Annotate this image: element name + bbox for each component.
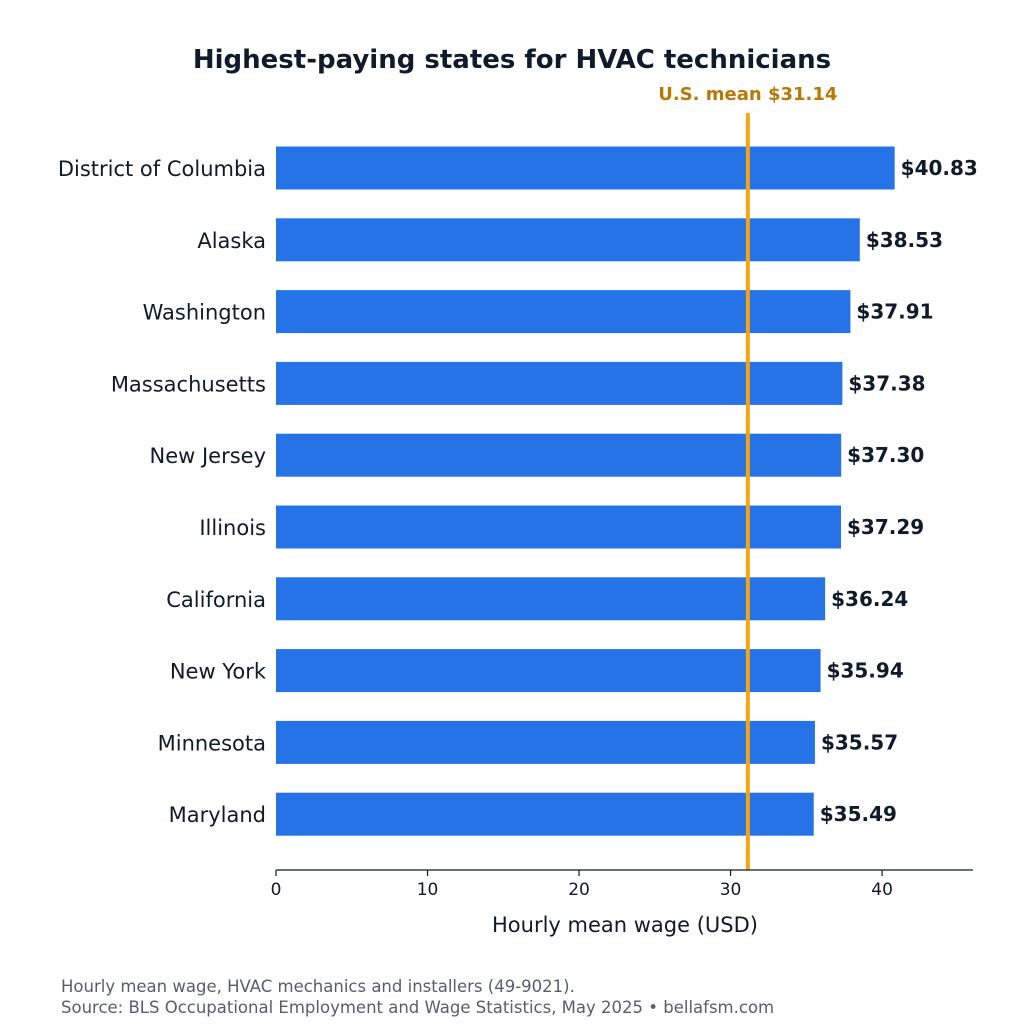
bar: [276, 649, 821, 693]
bar: [276, 433, 842, 477]
bar-value-label: $40.83: [901, 156, 978, 180]
x-tick-label: 30: [720, 880, 742, 900]
bar: [276, 720, 815, 764]
bar-value-label: $36.24: [831, 587, 908, 611]
bars-group: [276, 146, 895, 836]
reference-line-group: U.S. mean $31.14: [658, 84, 837, 870]
footnote-line-1: Hourly mean wage, HVAC mechanics and ins…: [61, 977, 575, 996]
bar-value-label: $37.91: [856, 300, 933, 324]
x-axis: 0 10 20 30 40: [271, 869, 973, 900]
bar: [276, 361, 843, 405]
category-label: District of Columbia: [58, 157, 266, 181]
x-tick-label: 0: [271, 880, 282, 900]
category-label: Washington: [143, 301, 266, 325]
bar: [276, 505, 842, 549]
x-axis-label: Hourly mean wage (USD): [492, 913, 758, 937]
category-label: Illinois: [199, 516, 266, 540]
category-label: Minnesota: [158, 731, 266, 755]
bar-value-label: $37.30: [847, 443, 924, 467]
bar: [276, 290, 851, 334]
footnote: Hourly mean wage, HVAC mechanics and ins…: [61, 976, 774, 1018]
category-label: New York: [170, 660, 267, 684]
bar-value-label: $35.57: [821, 730, 898, 754]
category-label: Massachusetts: [111, 372, 266, 396]
x-tick-label: 40: [871, 880, 893, 900]
bar: [276, 577, 826, 621]
footnote-source: Source: BLS Occupational Employment and …: [61, 998, 775, 1017]
bar: [276, 146, 895, 190]
category-labels-group: District of Columbia Alaska Washington Mass…: [58, 157, 267, 827]
bar: [276, 792, 814, 836]
bar-value-label: $35.49: [820, 802, 897, 826]
bar-value-label: $37.29: [847, 515, 924, 539]
chart-title: Highest-paying states for HVAC technicia…: [193, 45, 831, 75]
bar-value-label: $38.53: [866, 228, 943, 252]
x-tick-label: 20: [568, 880, 590, 900]
bar-chart: Highest-paying states for HVAC technicia…: [58, 45, 978, 937]
category-label: Alaska: [197, 229, 266, 253]
x-tick-label: 10: [417, 880, 439, 900]
bar-value-label: $37.38: [848, 371, 925, 395]
bar: [276, 218, 860, 262]
category-label: New Jersey: [149, 444, 266, 468]
bar-value-label: $35.94: [827, 659, 904, 683]
category-label: Maryland: [169, 803, 266, 827]
value-labels-group: $40.83 $38.53 $37.91 $37.38 $37.30 $37.29 $36.…: [820, 156, 978, 826]
us-mean-label: U.S. mean $31.14: [658, 84, 837, 105]
category-label: California: [166, 588, 266, 612]
